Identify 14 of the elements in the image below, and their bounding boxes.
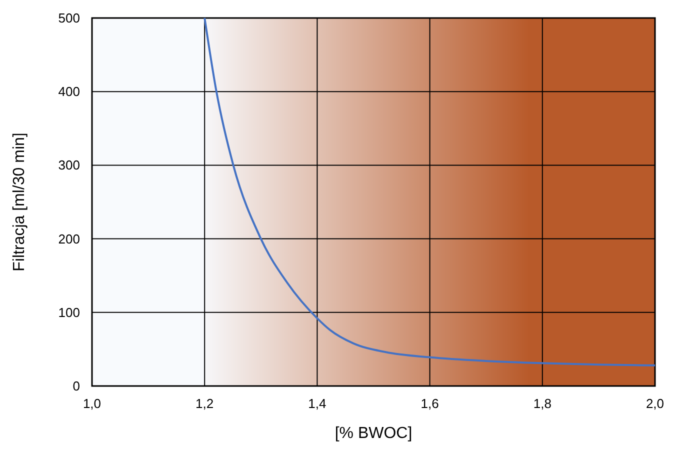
y-tick-label: 300 <box>58 158 80 173</box>
y-tick-label: 100 <box>58 304 80 320</box>
x-tick-label: 1,2 <box>196 396 214 411</box>
x-tick-label: 1,4 <box>308 396 326 411</box>
y-axis-title: Filtracja [ml/30 min] <box>11 132 28 272</box>
x-tick-label: 1,6 <box>420 396 439 411</box>
x-tick-label: 2,0 <box>646 396 664 411</box>
y-tick-label: 0 <box>72 378 80 394</box>
x-tick-label: 1,0 <box>82 396 102 411</box>
y-tick-label: 400 <box>58 84 80 100</box>
y-tick-label: 500 <box>58 10 80 26</box>
y-tick-label: 200 <box>58 231 80 246</box>
x-axis-title: [% BWOC] <box>334 425 412 442</box>
x-tick-label: 1,8 <box>533 396 552 411</box>
